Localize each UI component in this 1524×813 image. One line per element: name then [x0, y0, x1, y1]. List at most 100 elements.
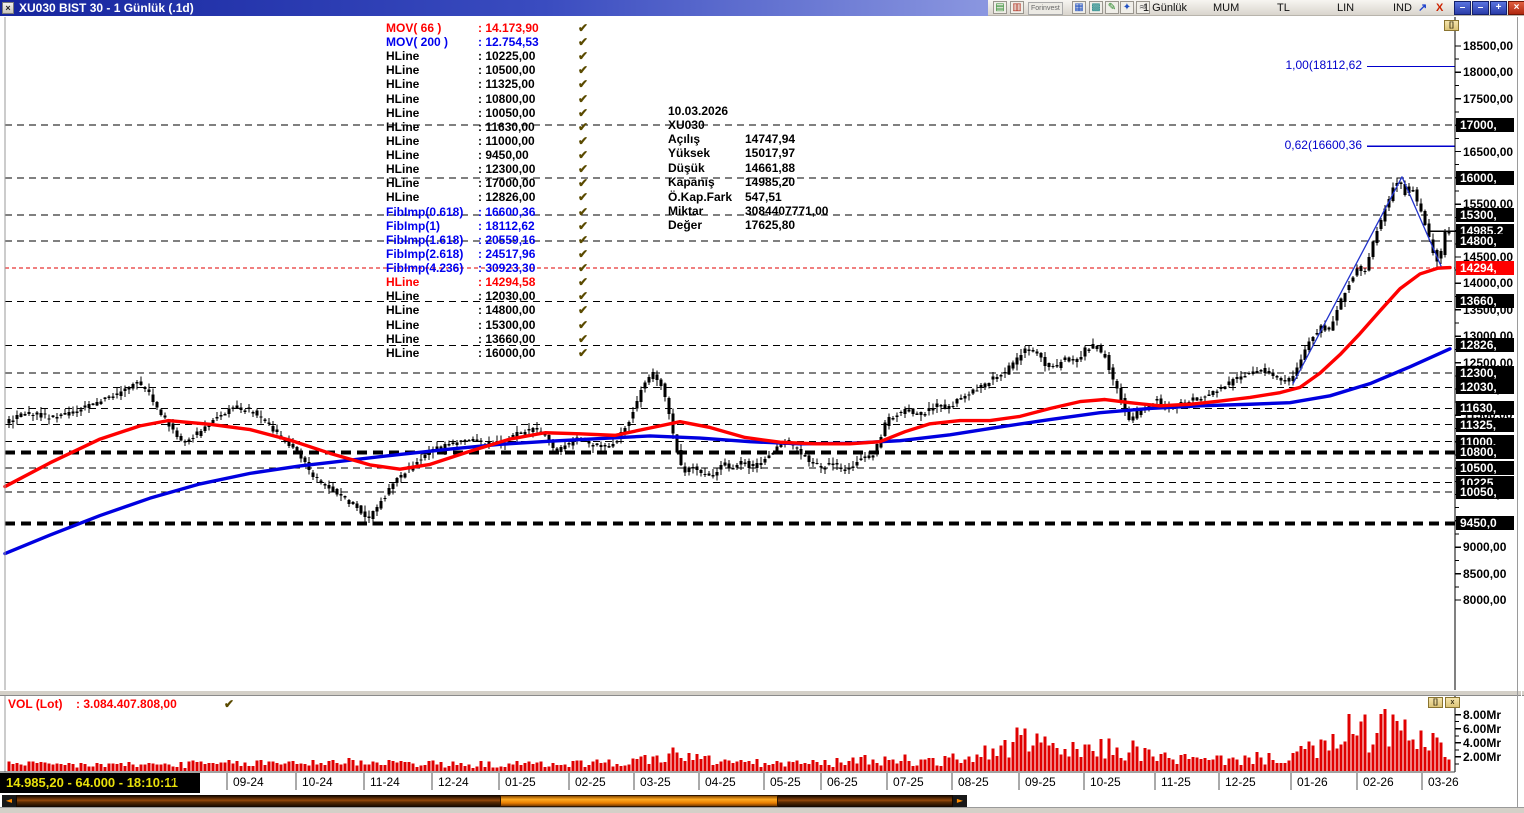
- legend-visible-check-icon[interactable]: ✔: [578, 317, 589, 332]
- legend-visible-check-icon[interactable]: ✔: [578, 345, 589, 360]
- hline-level-label: 15300,: [1456, 207, 1514, 222]
- legend-indicator-value: : 30923,30: [478, 261, 536, 276]
- legend-visible-check-icon[interactable]: ✔: [578, 21, 589, 35]
- legend-visible-check-icon[interactable]: ✔: [578, 133, 589, 148]
- volume-tick-label: 8.00Mr: [1463, 707, 1502, 722]
- legend-indicator-value: : 16000,00: [478, 345, 536, 360]
- month-label: 07-25: [893, 775, 924, 789]
- main-pane-restore-button[interactable]: []: [1444, 20, 1459, 31]
- legend-visible-check-icon[interactable]: ✔: [578, 49, 589, 64]
- legend-visible-check-icon[interactable]: ✔: [578, 63, 589, 78]
- window-bottom-edge: [0, 807, 1524, 813]
- legend-indicator-value: : 11000,00: [478, 133, 535, 148]
- delete-draw-icon[interactable]: X: [1436, 2, 1444, 14]
- legend-indicator-name: HLine: [386, 345, 420, 360]
- legend-visible-check-icon[interactable]: ✔: [578, 148, 589, 163]
- legend-visible-check-icon[interactable]: ✔: [578, 176, 589, 191]
- legend-visible-check-icon[interactable]: ✔: [578, 246, 589, 261]
- legend-indicator-name: MOV( 66 ): [386, 21, 442, 35]
- legend-indicator-value: : 16600,36: [478, 204, 536, 219]
- legend-visible-check-icon[interactable]: ✔: [578, 232, 589, 247]
- legend-indicator-value: : 12826,00: [478, 190, 536, 205]
- legend-visible-check-icon[interactable]: ✔: [578, 275, 589, 290]
- legend-visible-check-icon[interactable]: ✔: [578, 204, 589, 219]
- legend-visible-check-icon[interactable]: ✔: [578, 77, 589, 92]
- forinvest-logo[interactable]: Forinvest: [1028, 2, 1063, 15]
- legend-indicator-value: : 10500,00: [478, 63, 536, 78]
- pane-separator[interactable]: [0, 690, 1524, 696]
- volume-pane-close-button[interactable]: x: [1445, 697, 1460, 708]
- scrollbar-track[interactable]: [16, 795, 953, 807]
- draw-pencil-icon[interactable]: ✎: [1105, 1, 1119, 14]
- volume-tick-label: 4.00Mr: [1463, 735, 1502, 750]
- matrix-icon[interactable]: ▦: [1072, 1, 1086, 14]
- window-right-edge: [1517, 17, 1522, 807]
- chart-book-icon[interactable]: ▤: [993, 1, 1007, 14]
- legend-indicator-value: : 14294,58: [478, 275, 536, 290]
- legend-indicator-name: HLine: [386, 190, 420, 205]
- close-window-button[interactable]: ×: [1508, 1, 1524, 15]
- pointer-icon[interactable]: ↗: [1418, 2, 1428, 14]
- compass-icon[interactable]: ✦: [1120, 1, 1134, 14]
- legend-indicator-name: HLine: [386, 77, 420, 92]
- legend-indicator-name: FibImp(1.618): [386, 232, 464, 247]
- scrollbar-thumb[interactable]: [500, 795, 778, 807]
- volume-visible-check-icon[interactable]: ✔: [224, 697, 235, 711]
- minimize-button[interactable]: –: [1454, 1, 1471, 15]
- toolbar-mode-1-günlük[interactable]: 1 Günlük: [1143, 2, 1188, 14]
- legend-indicator-value: : 12.754,53: [478, 35, 539, 50]
- legend-visible-check-icon[interactable]: ✔: [578, 119, 589, 134]
- price-tick-label: 18500,00: [1463, 39, 1514, 53]
- legend-indicator-name: HLine: [386, 63, 420, 78]
- toolbar: ▤ ▥ ▦ ▩ ✎ ✦ ≈ Forinvest 1 Günlük MUM TL LIN IND ↗ X – – +…: [988, 0, 1524, 16]
- legend-indicator-value: : 10800,00: [478, 91, 536, 106]
- info-symbol: XU030: [668, 118, 705, 132]
- month-label: 12-25: [1225, 775, 1256, 789]
- panel-close-button[interactable]: ×: [2, 2, 14, 14]
- legend-indicator-name: HLine: [386, 133, 420, 148]
- toolbar-mode-ind[interactable]: IND: [1393, 2, 1412, 14]
- legend-visible-check-icon[interactable]: ✔: [578, 331, 589, 346]
- info-field-label: Yüksek: [668, 146, 711, 161]
- info-field-value: 14747,94: [745, 132, 796, 146]
- month-label: 03-25: [640, 775, 671, 789]
- legend-indicator-value: : 10225,00: [478, 49, 536, 64]
- legend-visible-check-icon[interactable]: ✔: [578, 190, 589, 205]
- chart-window-icon[interactable]: ▩: [1089, 1, 1103, 14]
- month-label: 03-26: [1428, 775, 1459, 789]
- legend-indicator-name: HLine: [386, 317, 420, 332]
- legend-visible-check-icon[interactable]: ✔: [578, 35, 589, 50]
- legend-visible-check-icon[interactable]: ✔: [578, 162, 589, 177]
- price-tick-label: 17500,00: [1463, 91, 1514, 106]
- maximize-button[interactable]: +: [1490, 1, 1507, 15]
- hline-level-label: 11000,: [1456, 434, 1514, 449]
- hline-level-label: 12300,: [1456, 366, 1514, 381]
- volume-pane-restore-button[interactable]: []: [1428, 697, 1443, 708]
- legend-visible-check-icon[interactable]: ✔: [578, 218, 589, 233]
- scroll-right-button[interactable]: ►: [953, 795, 967, 807]
- scroll-left-button[interactable]: ◄: [2, 795, 16, 807]
- legend-indicator-value: : 11325,00: [478, 77, 535, 92]
- legend-visible-check-icon[interactable]: ✔: [578, 303, 589, 318]
- legend-visible-check-icon[interactable]: ✔: [578, 105, 589, 120]
- month-label: 02-26: [1363, 775, 1394, 789]
- legend-visible-check-icon[interactable]: ✔: [578, 289, 589, 304]
- legend-indicator-name: HLine: [386, 162, 420, 177]
- legend-indicator-name: HLine: [386, 289, 420, 304]
- volume-label: VOL (Lot): [8, 697, 63, 711]
- price-tick-label: 9000,00: [1463, 540, 1507, 555]
- toolbar-mode-tl[interactable]: TL: [1277, 2, 1290, 14]
- month-label: 02-25: [575, 775, 606, 789]
- indicator-wave-icon[interactable]: ≈: [1136, 1, 1150, 14]
- price-tick-label: 15500,00: [1463, 197, 1514, 212]
- legend-visible-check-icon[interactable]: ✔: [578, 261, 589, 276]
- restore-button[interactable]: –: [1472, 1, 1489, 15]
- toolbar-mode-mum[interactable]: MUM: [1213, 2, 1240, 14]
- legend-visible-check-icon[interactable]: ✔: [578, 91, 589, 106]
- legend-indicator-value: : 20559,16: [478, 232, 536, 247]
- legend-indicator-name: HLine: [386, 303, 420, 318]
- toolbar-mode-lin[interactable]: LIN: [1337, 2, 1355, 14]
- month-label: 06-25: [827, 775, 858, 789]
- news-icon[interactable]: ▥: [1010, 1, 1024, 14]
- hline-level-label: 10500,: [1456, 461, 1514, 476]
